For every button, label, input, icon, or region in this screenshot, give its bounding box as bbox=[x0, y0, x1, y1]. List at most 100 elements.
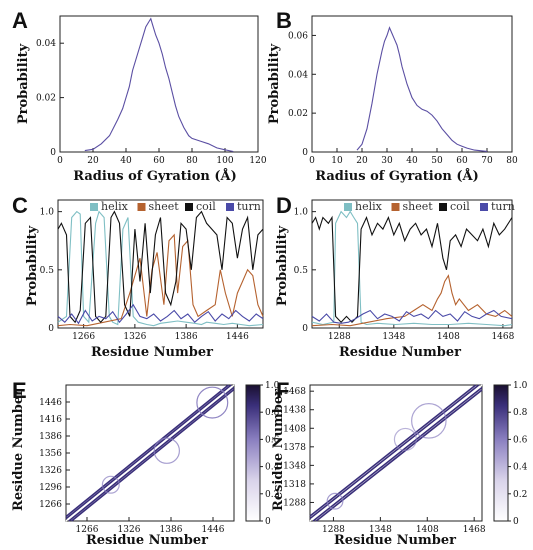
x-tick-label: 80 bbox=[506, 156, 518, 166]
x-tick-label: 1468 bbox=[463, 525, 486, 535]
series-line-sheet bbox=[311, 274, 513, 327]
xlabel-f: Residue Number bbox=[334, 533, 456, 548]
x-tick-label: 120 bbox=[249, 156, 266, 166]
y-tick-label: 1408 bbox=[283, 424, 306, 434]
xlabel-e: Residue Number bbox=[86, 533, 208, 548]
y-tick-label: 1318 bbox=[283, 480, 306, 490]
series-line-coil bbox=[57, 210, 264, 324]
y-tick-label: 1446 bbox=[39, 398, 62, 408]
x-tick-label: 1266 bbox=[76, 525, 99, 535]
x-tick-label: 0 bbox=[309, 156, 315, 166]
plot-frame-b bbox=[311, 15, 513, 153]
x-tick-label: 1326 bbox=[118, 525, 141, 535]
x-tick-label: 30 bbox=[381, 156, 393, 166]
colorbar-tick-label: 0 bbox=[265, 517, 271, 527]
xlabel-c: Residue Number bbox=[91, 345, 213, 360]
y-tick-label: 0.02 bbox=[288, 109, 308, 119]
colorbar-tick-label: 0.8 bbox=[265, 408, 280, 418]
plot-area-b: 0 10 20 30 40 50 60 70 80 0 0.02 0.04 0.06 bbox=[288, 15, 518, 166]
y-tick-label: 1378 bbox=[283, 443, 306, 453]
x-tick-label: 1288 bbox=[328, 332, 351, 342]
contact-diagonal bbox=[65, 384, 235, 522]
colorbar-tick-label: 0.6 bbox=[265, 435, 280, 445]
y-tick-label: 0.06 bbox=[288, 31, 308, 41]
legend-swatch-turn bbox=[226, 203, 234, 211]
x-tick-label: 1386 bbox=[160, 525, 183, 535]
ylabel-a: Probability bbox=[16, 43, 31, 124]
legend-swatch-turn bbox=[480, 203, 488, 211]
x-tick-label: 1348 bbox=[369, 525, 392, 535]
panel-label-e: E bbox=[12, 378, 27, 403]
y-tick-label: 0.04 bbox=[288, 70, 308, 80]
y-tick-label: 1438 bbox=[283, 406, 306, 416]
plot-frame-a bbox=[59, 15, 259, 153]
plot-area-c: 1266 1326 1386 1446 0 0.5 1.0 helix sheet coil tur… bbox=[40, 199, 264, 342]
x-tick-label: 50 bbox=[431, 156, 443, 166]
legend-label-helix: helix bbox=[101, 200, 129, 213]
series-line-helix bbox=[57, 210, 264, 327]
legend-label-coil: coil bbox=[450, 200, 470, 213]
legend-label-sheet: sheet bbox=[403, 200, 434, 213]
x-tick-label: 1468 bbox=[491, 332, 514, 342]
legend-swatch-sheet bbox=[137, 203, 146, 211]
y-tick-label: 0.04 bbox=[36, 39, 56, 49]
y-tick-label: 1326 bbox=[39, 466, 62, 476]
plot-frame-c bbox=[57, 199, 264, 329]
y-tick-label: 1386 bbox=[39, 432, 62, 442]
legend-label-turn: turn bbox=[491, 200, 515, 213]
xlabel-b: Radius of Gyration (Å) bbox=[315, 168, 479, 184]
colorbar-tick-label: 0 bbox=[513, 517, 519, 527]
colorbar-tick-label: 0.4 bbox=[513, 463, 528, 473]
plot-area-a: 0 20 40 60 80 100 120 0 0.02 0.04 bbox=[36, 15, 267, 166]
y-tick-label: 0.5 bbox=[40, 266, 55, 276]
contact-cluster bbox=[393, 427, 417, 451]
y-tick-label: 1.0 bbox=[294, 208, 309, 218]
contact-cluster bbox=[326, 492, 344, 510]
x-tick-label: 1446 bbox=[202, 525, 225, 535]
contact-diagonal bbox=[309, 384, 483, 522]
series-line-distribution bbox=[84, 17, 234, 153]
x-tick-label: 0 bbox=[57, 156, 63, 166]
contact-diagonal-band bbox=[68, 386, 235, 522]
colorbar-tick-label: 0.2 bbox=[265, 490, 279, 500]
legend-swatch-helix bbox=[90, 203, 98, 211]
y-tick-label: 0.5 bbox=[294, 266, 309, 276]
ylabel-f: Residue Number bbox=[271, 389, 286, 511]
y-tick-label: 0 bbox=[302, 148, 308, 158]
legend-swatch-coil bbox=[185, 203, 193, 211]
x-tick-label: 20 bbox=[87, 156, 99, 166]
series-line-coil bbox=[311, 215, 513, 324]
y-tick-label: 1416 bbox=[39, 415, 62, 425]
contact-cluster bbox=[196, 386, 229, 419]
x-tick-label: 1408 bbox=[416, 525, 439, 535]
y-tick-label: 0 bbox=[302, 324, 308, 334]
colorbar-tick-label: 1.0 bbox=[513, 381, 528, 391]
y-tick-label: 1356 bbox=[39, 449, 62, 459]
ylabel-e: Residue Number bbox=[11, 389, 26, 511]
ylabel-b: Probability bbox=[267, 43, 282, 124]
contact-diagonal-band bbox=[312, 386, 483, 522]
x-tick-label: 10 bbox=[331, 156, 343, 166]
xlabel-d: Residue Number bbox=[339, 345, 461, 360]
x-tick-label: 40 bbox=[406, 156, 418, 166]
contact-diagonal-band bbox=[71, 388, 235, 522]
legend-label-coil: coil bbox=[196, 200, 216, 213]
x-tick-label: 70 bbox=[481, 156, 493, 166]
legend-label-helix: helix bbox=[355, 200, 383, 213]
contact-diagonal-band bbox=[65, 384, 232, 520]
contact-diagonal-band bbox=[309, 384, 480, 520]
panel-label-a: A bbox=[12, 8, 28, 33]
plot-area-f: 1288 1348 1408 1468 1288 1318 1348 1378 1408 1438… bbox=[283, 381, 527, 535]
series-line-sheet bbox=[57, 233, 264, 327]
x-tick-label: 1326 bbox=[123, 332, 146, 342]
ylabel-d: Probability bbox=[275, 225, 290, 306]
x-tick-label: 40 bbox=[120, 156, 132, 166]
plot-area-e: 1266 1326 1386 1446 1266 1296 1326 1356 1386 1416… bbox=[39, 381, 279, 535]
colorbar-tick-label: 0.6 bbox=[513, 435, 528, 445]
contact-cluster bbox=[411, 403, 447, 439]
xlabel-a: Radius of Gyration (Å) bbox=[73, 168, 237, 184]
colorbar bbox=[493, 384, 509, 522]
legend-swatch-helix bbox=[344, 203, 352, 211]
y-tick-label: 1266 bbox=[39, 500, 62, 510]
contact-diagonal-band bbox=[65, 384, 229, 518]
